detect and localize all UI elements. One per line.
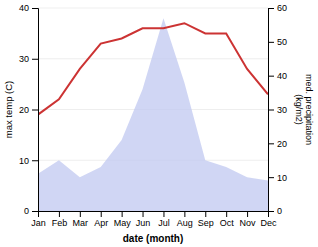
tick: Nov (240, 211, 257, 228)
x-axis-title: date (month) (123, 233, 184, 244)
tick-mark (32, 59, 38, 60)
tick-label: 20 (19, 105, 29, 115)
tick-label: 0 (24, 206, 29, 216)
tick-label: 20 (277, 139, 287, 149)
tick-label: 40 (277, 71, 287, 81)
tick-mark (226, 211, 227, 217)
tick: 50 (268, 37, 287, 47)
tick-mark (143, 211, 144, 217)
tick-label: Oct (220, 218, 235, 228)
tick-mark (59, 211, 60, 217)
y2-axis-title: med. precipitation(kg/m2) (294, 74, 314, 145)
tick-label: Sep (198, 218, 214, 228)
area (38, 18, 268, 211)
tick-label: 10 (19, 156, 29, 166)
tick: May (114, 211, 132, 228)
tick: 30 (19, 54, 38, 64)
tick-label: 50 (277, 37, 287, 47)
y2-axis-title-line: (kg/m2) (294, 94, 304, 125)
tick-label: Jan (31, 218, 46, 228)
tick: 40 (268, 71, 287, 81)
axis-line (32, 9, 39, 212)
tick-mark (32, 110, 38, 111)
tick: 60 (268, 3, 287, 13)
tick-label: 30 (277, 105, 287, 115)
plot: JanFebMarAprMayJunJulAugSepOctNovDec0102… (3, 3, 314, 244)
grid-line (38, 8, 268, 9)
tick-label: Apr (94, 218, 108, 228)
tick: 10 (19, 156, 38, 166)
tick-label: Dec (260, 218, 277, 228)
tick-mark (268, 8, 274, 9)
tick-mark (268, 110, 274, 111)
tick-label: Aug (177, 218, 193, 228)
tick: Dec (260, 211, 277, 228)
tick-label: Feb (52, 218, 68, 228)
tick: 30 (268, 105, 287, 115)
tick-mark (122, 211, 123, 217)
x-axis: Jan Feb Mar Apr May Jun Jul Aug Sep Oct NovDec (31, 211, 277, 228)
tick: Apr (94, 211, 108, 228)
tick-label: May (114, 218, 132, 228)
tick-label: Jun (136, 218, 151, 228)
tick: 10 (268, 173, 287, 183)
tick: 0 (268, 206, 282, 216)
y-axis: 0 10 20 30 40 (19, 3, 39, 216)
tick: 20 (19, 105, 38, 115)
tick-label: 40 (19, 3, 29, 13)
tick-mark (80, 211, 81, 217)
axis-line (39, 212, 269, 218)
tick-mark (268, 42, 274, 43)
tick-mark (268, 177, 274, 178)
tick: Jun (136, 211, 151, 228)
tick: 40 (19, 3, 38, 13)
tick-mark (268, 143, 274, 144)
tick-mark (163, 211, 164, 217)
y2-axis-title-line: med. precipitation (304, 74, 314, 145)
tick-mark (101, 211, 102, 217)
tick: Oct (220, 211, 235, 228)
tick-mark (268, 211, 274, 212)
tick: 20 (268, 139, 287, 149)
tick: Sep (198, 211, 214, 228)
chart: JanFebMarAprMayJunJulAugSepOctNovDec0102… (0, 0, 318, 247)
axis-line (269, 9, 275, 212)
tick: Jan (31, 211, 46, 228)
tick-label: Nov (240, 218, 257, 228)
tick: Aug (177, 211, 193, 228)
tick-mark (32, 8, 38, 9)
tick-mark (32, 211, 38, 212)
tick-label: 0 (277, 206, 282, 216)
tick-label: 60 (277, 3, 287, 13)
tick: 0 (24, 206, 38, 216)
line (38, 23, 268, 114)
marks (38, 18, 268, 211)
tick-label: 30 (19, 54, 29, 64)
tick-label: Mar (73, 218, 89, 228)
y-axis-title: max temp (C) (3, 81, 14, 139)
grid (38, 8, 268, 211)
tick: Feb (52, 211, 68, 228)
tick-mark (184, 211, 185, 217)
tick: Mar (73, 211, 89, 228)
y2-axis: 0 10 20 30 40 50 60 (268, 3, 287, 216)
tick: Jul (158, 211, 170, 228)
tick-mark (268, 76, 274, 77)
tick-mark (247, 211, 248, 217)
tick-mark (205, 211, 206, 217)
tick-label: 10 (277, 173, 287, 183)
tick-label: Jul (158, 218, 170, 228)
tick-mark (32, 160, 38, 161)
